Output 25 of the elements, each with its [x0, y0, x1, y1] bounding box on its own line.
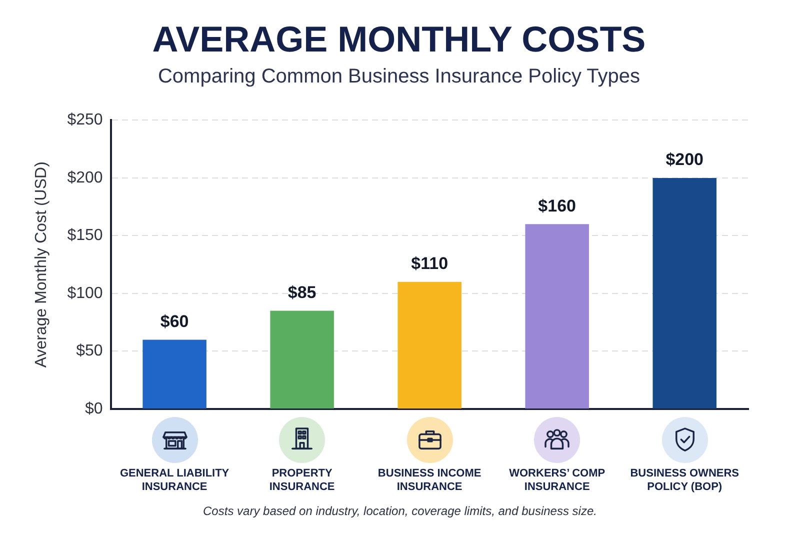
y-tick-label: $250: [67, 112, 103, 129]
y-tick-label: $150: [67, 227, 103, 244]
y-tick-label: $100: [67, 284, 103, 302]
data-label: $85: [288, 282, 316, 302]
y-tick-label: $50: [76, 342, 103, 360]
x-tick-label: BUSINESS OWNERS POLICY (BOP): [630, 468, 740, 493]
data-label: $60: [160, 312, 189, 331]
bar: [142, 340, 206, 408]
x-tick-label: GENERAL LIABILITY INSURANCE: [120, 468, 230, 493]
chart-title: AVERAGE MONTHLY COSTS: [152, 18, 646, 60]
data-label: $110: [411, 254, 448, 274]
x-tick-label: WORKERS’ COMP INSURANCE: [509, 468, 606, 493]
bar: [398, 282, 462, 408]
x-tick-label: PROPERTY INSURANCE: [269, 468, 335, 493]
chart-subtitle: Comparing Common Business Insurance Policy Types: [158, 66, 640, 88]
bar: [525, 224, 589, 408]
y-tick-label: $200: [67, 169, 103, 186]
y-axis-title: Average Monthly Cost (USD): [33, 162, 50, 368]
text: Costs vary based on industry, location, coverage limits, and business size.: [203, 504, 597, 518]
bar: [652, 178, 716, 408]
data-label: $200: [666, 150, 704, 170]
bar: [270, 310, 334, 408]
x-tick-label: BUSINESS INCOME INSURANCE: [378, 468, 482, 493]
data-label: $160: [538, 196, 576, 216]
y-tick-label: $0: [84, 400, 103, 418]
